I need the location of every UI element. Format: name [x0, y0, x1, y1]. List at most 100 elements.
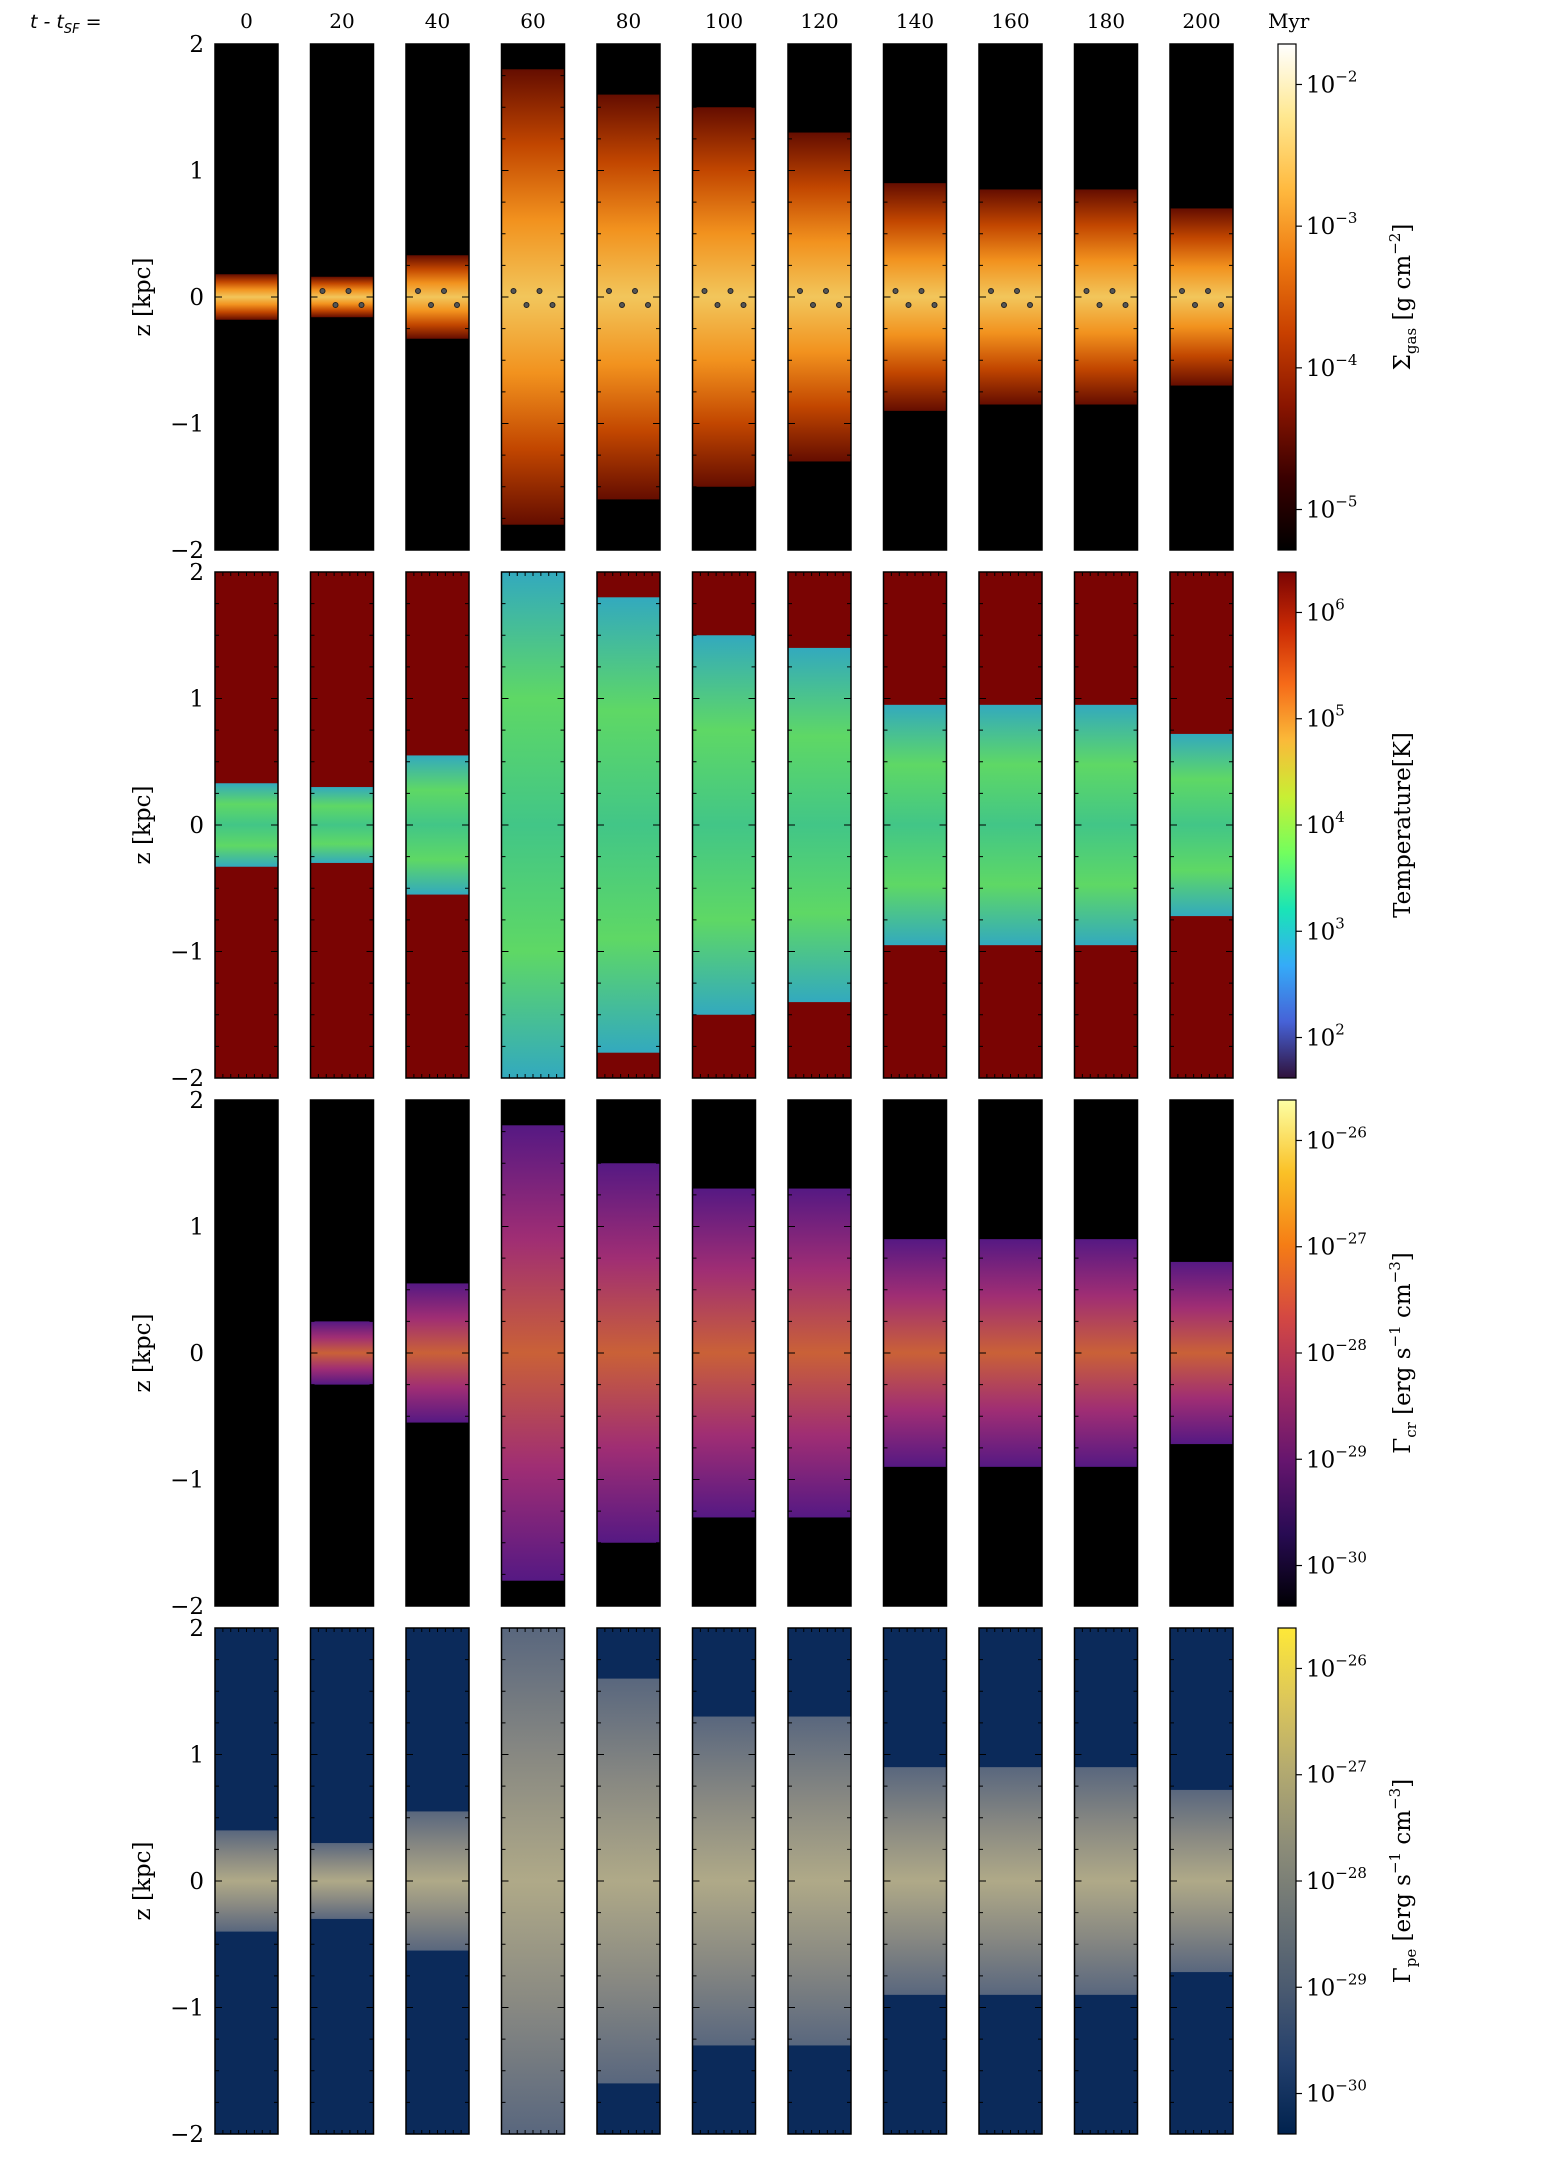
colorbar-label-cr: Γcr [erg s−1 cm−3]: [1386, 1252, 1420, 1454]
panel-pe-t60: [500, 1627, 566, 2135]
time-header: t - tSF = 0 20 40 60 80 100 120 140 160 180 200 My…: [30, 9, 1310, 37]
panel-gas-t0: [214, 43, 279, 551]
colorbar-tick-label: 10−26: [1306, 1123, 1367, 1154]
panel-gas-t140: [882, 43, 948, 551]
time-label-40: 40: [425, 9, 450, 33]
panel-cr-t100: [691, 1099, 757, 1607]
y-tick-label: 1: [189, 1743, 204, 1769]
colorbar-tick-label: 10−27: [1306, 1758, 1367, 1789]
panel-temp-t80: [596, 571, 661, 1079]
y-tick-label: 1: [189, 159, 204, 185]
colorbar-pe: 10−26 10−27 10−28 10−29 10−30 Γpe [erg s−1 cm…: [1277, 1627, 1420, 2135]
colorbar-tick-label: 10−5: [1306, 493, 1357, 524]
row-gas: z [kpc] 2 1 0 −1 −2 10−2 10−3 10−4 10−5 Σgas [g cm…: [130, 32, 1420, 564]
panel-cr-t140: [882, 1099, 948, 1607]
y-tick-label: 2: [189, 1088, 204, 1114]
time-label-140: 140: [896, 9, 934, 33]
panel-pe-t180: [1073, 1627, 1139, 2135]
y-tick-label: 2: [189, 32, 204, 58]
y-tick-label: 0: [189, 285, 204, 311]
y-axis-label: z [kpc]: [130, 258, 156, 337]
time-label-20: 20: [329, 9, 354, 33]
y-tick-label: 0: [189, 813, 204, 839]
colorbar-temp: 106 105 104 103 102 Temperature[K]: [1277, 571, 1416, 1079]
colorbar-tick-label: 10−4: [1306, 351, 1357, 382]
y-tick-label: −2: [170, 1594, 204, 1620]
panel-cr-t200: [1169, 1099, 1234, 1607]
y-tick-label: −1: [170, 940, 204, 966]
colorbar-tick-label: 106: [1306, 595, 1345, 626]
y-axis-label: z [kpc]: [130, 786, 156, 865]
colorbar-tick-label: 10−28: [1306, 1336, 1367, 1367]
time-label-180: 180: [1087, 9, 1125, 33]
y-tick-label: 0: [189, 1869, 204, 1895]
panel-pe-t140: [882, 1627, 948, 2135]
panel-temp-t180: [1073, 571, 1139, 1079]
row-temp: z [kpc] 2 1 0 −1 −2 106 105 104 103 102 Temperature…: [130, 560, 1416, 1092]
colorbar-cr: 10−26 10−27 10−28 10−29 10−30 Γcr [erg s−1 cm…: [1277, 1099, 1420, 1607]
time-label-60: 60: [520, 9, 545, 33]
y-tick-label: 0: [189, 1341, 204, 1367]
time-label-100: 100: [705, 9, 743, 33]
row-pe: z [kpc] 2 1 0 −1 −2 10−26 10−27 10−28 10−29 10−30 Γ…: [130, 1616, 1420, 2148]
time-label-0: 0: [240, 9, 253, 33]
y-tick-label: −1: [170, 412, 204, 438]
panel-temp-t0: [214, 571, 279, 1079]
colorbar-tick-label: 102: [1306, 1021, 1345, 1052]
colorbar-tick-label: 10−28: [1306, 1864, 1367, 1895]
colorbar-tick-label: 10−29: [1306, 1970, 1367, 2001]
panel-temp-t160: [978, 571, 1043, 1079]
panel-gas-t40: [405, 43, 470, 551]
panel-temp-t140: [882, 571, 948, 1079]
panel-gas-t200: [1169, 43, 1234, 551]
panel-cr-t0: [214, 1099, 279, 1607]
panel-pe-t80: [596, 1627, 661, 2135]
y-tick-label: 1: [189, 687, 204, 713]
colorbar-tick-label: 104: [1306, 808, 1345, 839]
colorbar-tick-label: 10−26: [1306, 1651, 1367, 1682]
colorbar-tick-label: 10−30: [1306, 2077, 1367, 2108]
y-tick-label: −2: [170, 2122, 204, 2148]
time-label-200: 200: [1182, 9, 1220, 33]
colorbar-tick-label: 103: [1306, 914, 1345, 945]
panel-cr-t160: [978, 1099, 1043, 1607]
colorbar-label-pe: Γpe [erg s−1 cm−3]: [1386, 1779, 1420, 1983]
y-tick-label: 2: [189, 560, 204, 586]
panel-temp-t200: [1169, 571, 1234, 1079]
y-tick-label: −1: [170, 1996, 204, 2022]
panel-pe-t0: [214, 1627, 279, 2135]
colorbar-tick-label: 105: [1306, 702, 1345, 733]
y-tick-label: −1: [170, 1468, 204, 1494]
y-axis-label: z [kpc]: [130, 1842, 156, 1921]
panel-gas-t20: [309, 43, 375, 551]
colorbar-tick-label: 10−27: [1306, 1230, 1367, 1261]
y-tick-label: −2: [170, 1066, 204, 1092]
row-cr: z [kpc] 2 1 0 −1 −2 10−26 10−27 10−28 10−29 10−30 Γ…: [130, 1088, 1420, 1620]
colorbar-tick-label: 10−3: [1306, 209, 1357, 240]
panel-temp-t120: [787, 571, 852, 1079]
panel-temp-t40: [405, 571, 470, 1079]
panel-cr-t20: [309, 1099, 375, 1607]
panel-pe-t20: [309, 1627, 375, 2135]
panel-cr-t40: [405, 1099, 470, 1607]
panel-pe-t200: [1169, 1627, 1234, 2135]
panel-pe-t120: [787, 1627, 852, 2135]
panel-temp-t20: [309, 571, 375, 1079]
colorbar-tick-label: 10−2: [1306, 67, 1357, 98]
panel-temp-t100: [691, 571, 757, 1079]
panel-temp-t60: [500, 571, 566, 1079]
time-label-160: 160: [991, 9, 1029, 33]
y-tick-label: −2: [170, 538, 204, 564]
colorbar-tick-label: 10−30: [1306, 1549, 1367, 1580]
panel-gas-t100: [691, 43, 757, 551]
panel-cr-t120: [787, 1099, 852, 1607]
colorbar-gas: 10−2 10−3 10−4 10−5 Σgas [g cm−2]: [1277, 43, 1420, 551]
panel-gas-t120: [787, 43, 852, 551]
colorbar-label-temp: Temperature[K]: [1390, 732, 1416, 918]
panel-cr-t180: [1073, 1099, 1139, 1607]
colorbar-label-gas: Σgas [g cm−2]: [1386, 224, 1420, 371]
panel-gas-t160: [978, 43, 1043, 551]
panel-pe-t100: [691, 1627, 757, 2135]
panel-pe-t40: [405, 1627, 470, 2135]
